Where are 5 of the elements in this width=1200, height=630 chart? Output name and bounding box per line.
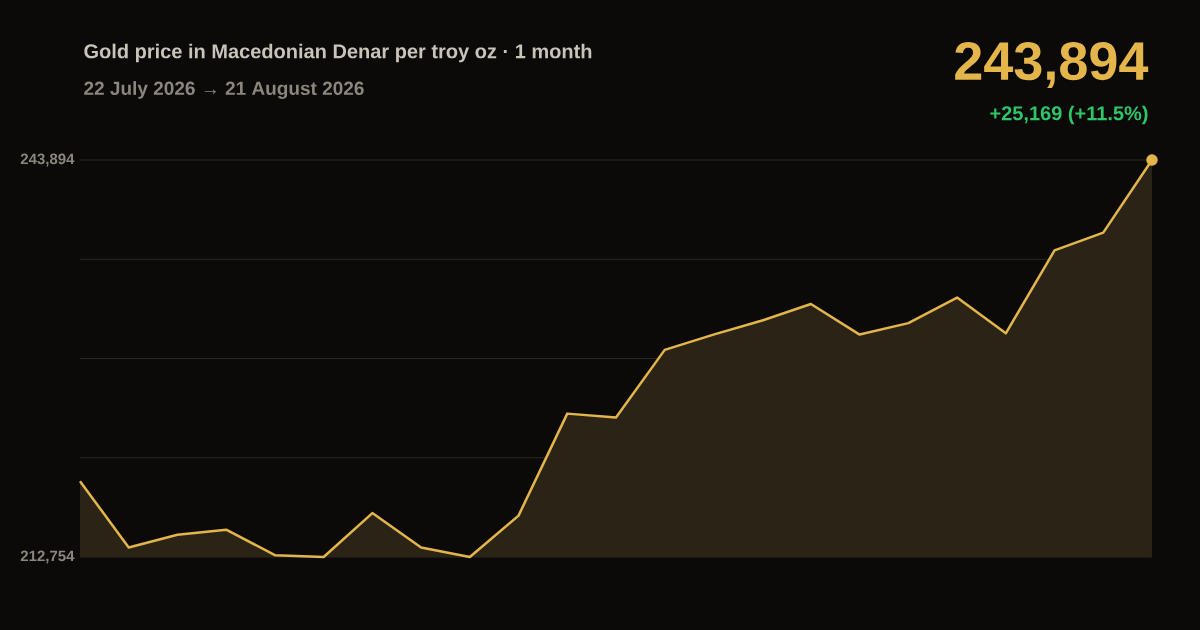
chart-subtitle: 22 July 2026 → 21 August 2026 xyxy=(84,81,364,99)
chart-title: Gold price in Macedonian Denar per troy oz · 1 month xyxy=(84,43,592,63)
text: +25,169 (+11.5%) xyxy=(990,105,1148,125)
text: 243,894 xyxy=(955,41,1149,89)
y-tick-label: 212,754 xyxy=(20,550,75,564)
